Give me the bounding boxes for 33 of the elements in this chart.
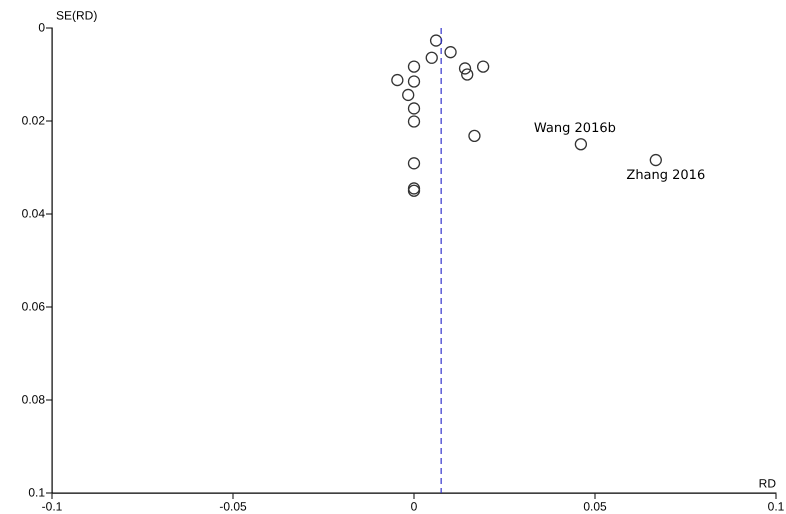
- point: [408, 157, 420, 170]
- x-tick-label: -0.05: [219, 500, 247, 514]
- x-tick-label: 0.05: [583, 500, 607, 514]
- point: [430, 34, 442, 47]
- point: [408, 182, 420, 195]
- point: [574, 138, 588, 150]
- point: [444, 46, 457, 58]
- x-tick-label: 0: [410, 500, 418, 514]
- point: [650, 154, 662, 166]
- y-tick-label: 0.1: [28, 485, 46, 500]
- y-tick-label: 0: [38, 20, 46, 34]
- point: [476, 60, 490, 73]
- point: [408, 102, 420, 115]
- point: [408, 184, 420, 197]
- point: [391, 74, 404, 86]
- point: [426, 52, 438, 64]
- point: [458, 62, 472, 75]
- point: [468, 130, 481, 142]
- y-tick-label: 0.08: [22, 392, 46, 406]
- y-tick-label: 0.06: [22, 299, 46, 314]
- x-tick-label: 0.1: [768, 500, 785, 514]
- x-axis-title: RD: [758, 476, 776, 490]
- y-axis-title: SE(RD): [56, 8, 98, 22]
- x-tick-label: -0.1: [42, 500, 63, 514]
- annotation: Zhang 2016: [626, 168, 706, 183]
- point: [408, 60, 420, 73]
- y-tick-label: 0.02: [22, 113, 46, 128]
- y-tick-label: 0.04: [22, 206, 46, 220]
- annotation: Wang 2016b: [534, 121, 616, 136]
- point: [402, 88, 414, 102]
- point: [461, 68, 474, 81]
- point: [408, 115, 420, 128]
- point: [408, 75, 420, 88]
